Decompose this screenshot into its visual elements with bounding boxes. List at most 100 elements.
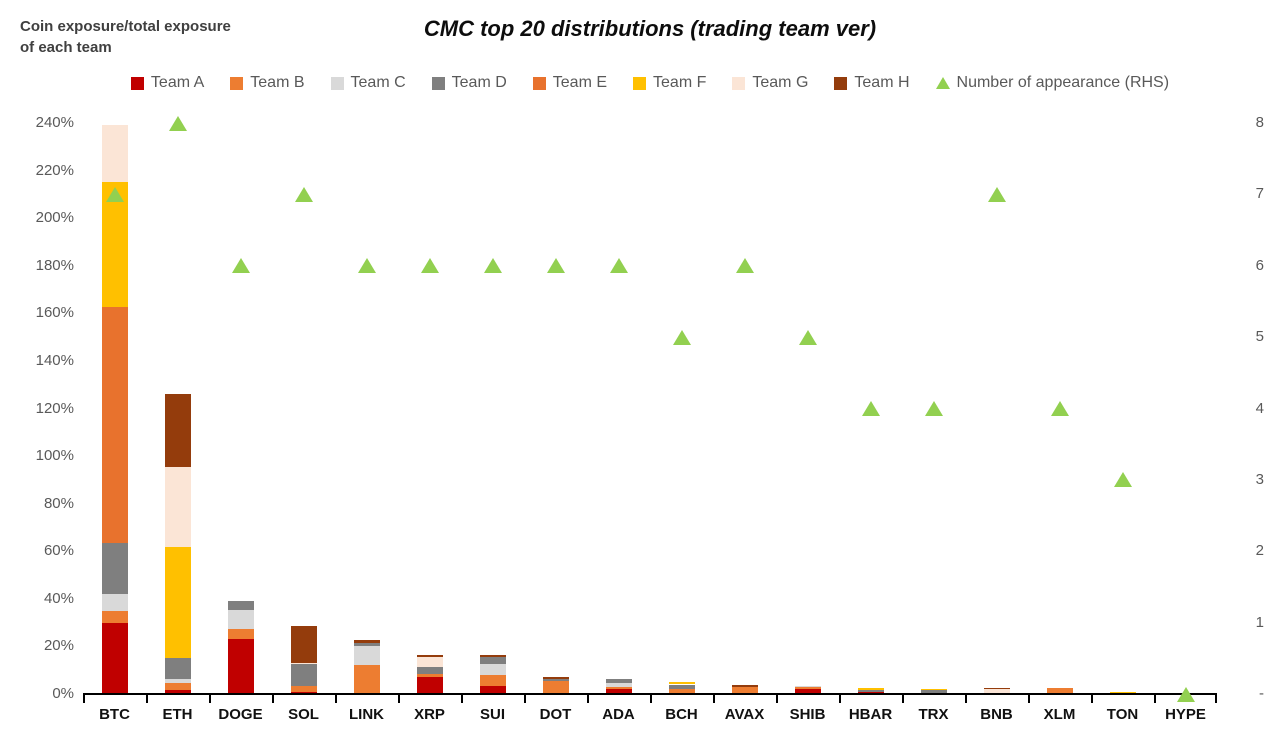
bar-segment: [353, 642, 380, 647]
bar-segment: [416, 673, 443, 678]
appearance-triangle-marker: [987, 186, 1006, 202]
x-axis-tick: [524, 695, 526, 703]
appearance-triangle-marker: [168, 115, 187, 131]
category-label: TON: [1106, 706, 1139, 723]
left-axis-tick-labels: 0% 20% 40% 60% 80% 100% 120% 140% 160% 180% 200% 22…: [0, 114, 76, 702]
left-axis-title-line2: of each team: [20, 39, 112, 56]
bar-segment: [983, 689, 1010, 694]
legend-swatch-icon: [330, 76, 344, 90]
bar-segment: [101, 594, 128, 611]
appearance-triangle-marker: [735, 258, 754, 274]
bar-segment: [605, 683, 632, 687]
category-label: DOT: [539, 706, 572, 723]
bar-segment: [290, 691, 317, 694]
bar-segment: [164, 546, 191, 659]
right-axis-tick-label: 1: [1255, 613, 1264, 631]
category-label: XRP: [414, 706, 445, 723]
left-axis-tick-label: 100%: [35, 447, 74, 465]
right-axis-tick-label: -: [1259, 685, 1264, 702]
bar-segment: [416, 677, 443, 694]
bar-segment: [731, 684, 758, 687]
bar-segment: [290, 685, 317, 692]
bar-segment: [479, 654, 506, 658]
legend-triangle-icon: [935, 77, 950, 89]
left-axis-tick-label: 180%: [35, 256, 74, 274]
legend-swatch-icon: [633, 76, 647, 90]
x-axis-tick: [650, 695, 652, 703]
appearance-triangle-marker: [861, 401, 880, 416]
legend-item: Team B: [230, 74, 305, 92]
bar-segment: [479, 664, 506, 675]
legend-item: Team C: [330, 74, 406, 92]
left-axis-title-line1: Coin exposure/total exposure: [20, 18, 231, 35]
x-axis-tick: [965, 695, 967, 703]
legend-item: Team D: [431, 74, 507, 92]
appearance-triangle-marker: [924, 401, 943, 416]
x-axis-tick: [1091, 695, 1093, 703]
x-axis-tick: [839, 695, 841, 703]
bar-segment: [479, 657, 506, 665]
bar-segment: [668, 689, 695, 694]
x-axis-tick: [209, 695, 211, 703]
bar-segment: [101, 125, 128, 183]
right-axis-tick-label: 5: [1255, 328, 1264, 346]
bar-segment: [290, 663, 317, 665]
appearance-triangle-marker: [294, 186, 313, 202]
bar-segment: [101, 182, 128, 308]
appearance-triangle-marker: [672, 329, 691, 345]
bar-segment: [857, 689, 884, 692]
x-axis-tick: [902, 695, 904, 703]
category-label: HYPE: [1165, 706, 1206, 723]
x-axis-tick: [461, 695, 463, 703]
left-axis-tick-label: 40%: [43, 589, 74, 607]
bar-segment: [542, 680, 569, 694]
category-label: AVAX: [724, 706, 765, 723]
legend-label: Team E: [552, 74, 608, 91]
bar-segment: [353, 646, 380, 666]
legend-label: Team A: [150, 74, 205, 91]
bar-segment: [416, 666, 443, 674]
category-label: ETH: [162, 706, 193, 723]
legend: Team A Team B Team C Team D Team E Team F Team…: [70, 70, 1230, 96]
appearance-triangle-marker: [1050, 401, 1069, 416]
appearance-triangle-marker: [798, 329, 817, 345]
bar-segment: [227, 628, 254, 640]
x-axis-tick: [335, 695, 337, 703]
bar-segment: [1109, 691, 1136, 694]
x-axis-tick: [713, 695, 715, 703]
category-label: XLM: [1043, 706, 1076, 723]
bar-segment: [605, 678, 632, 684]
left-axis-tick-label: 20%: [43, 637, 74, 655]
bar-segment: [479, 674, 506, 686]
bar-segment: [983, 687, 1010, 690]
bar-segment: [101, 622, 128, 694]
appearance-triangle-marker: [609, 258, 628, 274]
category-label: SOL: [288, 706, 319, 723]
category-label: BNB: [980, 706, 1013, 723]
left-axis-title: Coin exposure/total exposure of each tea…: [20, 16, 231, 58]
left-axis-tick-label: 0%: [52, 685, 74, 702]
bar-segment: [1046, 688, 1073, 694]
bar-segment: [794, 685, 821, 687]
bar-segment: [164, 690, 191, 694]
bar-segment: [920, 688, 947, 691]
bar-segment: [731, 686, 758, 694]
x-axis-tick: [83, 695, 85, 703]
bar-segment: [164, 466, 191, 547]
category-label: DOGE: [218, 706, 263, 723]
left-axis-tick-label: 120%: [35, 399, 74, 417]
bar-segment: [605, 686, 632, 690]
category-label: BTC: [99, 706, 130, 723]
x-axis-tick: [1215, 695, 1217, 703]
left-axis-tick-label: 140%: [35, 351, 74, 369]
bar-segment: [290, 626, 317, 664]
legend-label: Number of appearance (RHS): [956, 74, 1170, 91]
x-axis-line: [83, 693, 1217, 695]
legend-label: Team D: [451, 74, 507, 91]
bar-segment: [668, 682, 695, 685]
chart-title: CMC top 20 distributions (trading team v…: [423, 16, 877, 41]
bar-segment: [542, 678, 569, 681]
left-axis-tick-label: 80%: [43, 494, 74, 512]
legend-item: Number of appearance (RHS): [935, 74, 1170, 92]
